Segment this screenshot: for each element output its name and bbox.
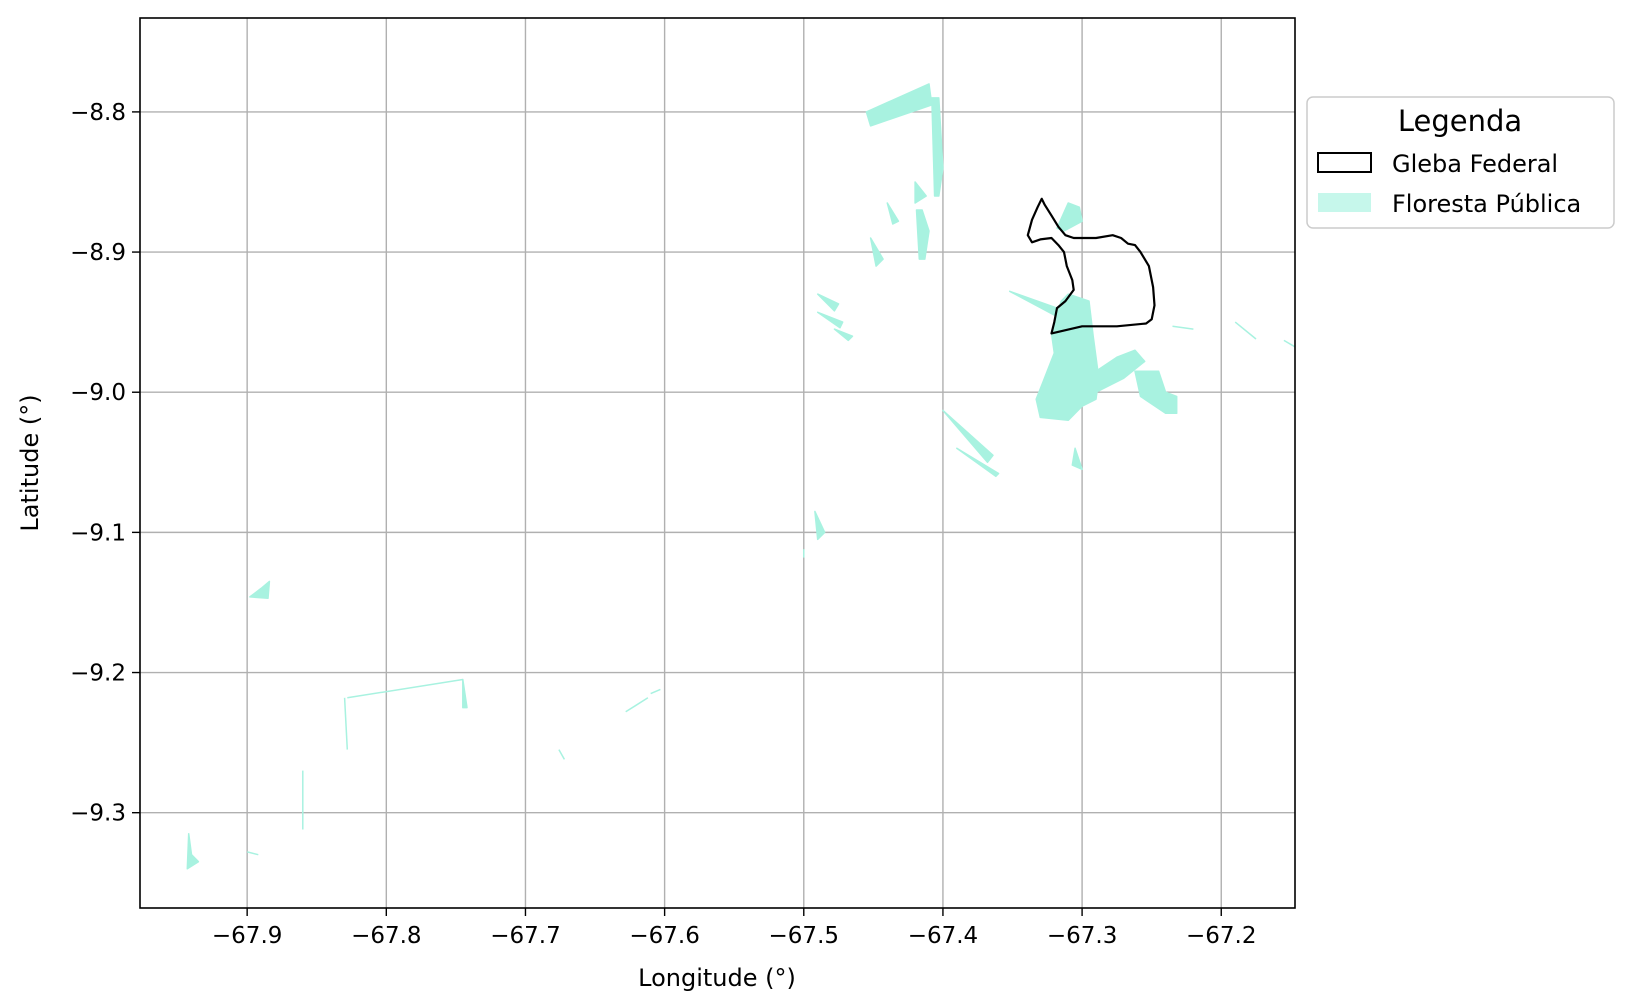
floresta-publica-strip [343,697,349,750]
x-tick-label: −67.3 [1047,923,1117,949]
floresta-publica-polygon [1134,370,1178,414]
legend-gleba-swatch [1317,152,1372,173]
x-tick-label: −67.7 [490,923,560,949]
floresta-publica-polygon [942,409,994,464]
gleba-federal-outline [1026,197,1156,335]
floresta-publica-polygon [186,832,200,870]
legend-gleba-label: Gleba Federal [1392,150,1558,178]
floresta-publica-polygon [915,209,930,260]
legend-box [1306,96,1615,229]
x-axis-label: Longitude (°) [638,964,796,992]
floresta-publica-strip [347,678,463,699]
floresta-publica-polygon [1071,447,1083,471]
legend-title: Legenda [1398,104,1522,138]
floresta-publica-polygon [1095,349,1146,393]
y-tick-label: −9.2 [70,661,126,687]
floresta-publica-polygon [914,181,927,204]
plot-frame [139,17,1296,909]
y-axis-ticks: −8.8 −8.9 −9.0 −9.1 −9.2 −9.3 [70,100,140,827]
floresta-publica-strip [1172,325,1194,330]
floresta-publica-polygon [956,447,1000,478]
grid-lines [140,18,1295,908]
legend: Legenda Gleba Federal Floresta Pública [1306,96,1615,229]
x-tick-label: −67.5 [769,923,839,949]
y-tick-label: −8.8 [70,100,126,126]
x-tick-label: −67.2 [1186,923,1256,949]
floresta-publica-polygon [249,580,271,600]
floresta-publica-polygon [816,293,840,312]
floresta-publica-strip [247,851,259,856]
floresta-publica-strip [1283,339,1295,348]
x-tick-label: −67.8 [351,923,421,949]
floresta-publica-polygon [816,311,844,329]
floresta-publica-polygon [814,510,826,541]
floresta-publica-polygon [833,328,854,342]
x-tick-label: −67.4 [908,923,978,949]
floresta-publica-polygon [886,202,900,225]
floresta-publica-strip [1234,321,1257,340]
gleba-federal-layer [1026,197,1156,335]
x-axis-ticks: −67.9 −67.8 −67.7 −67.6 −67.5 −67.4 −67.3 −67.2 [212,908,1256,949]
y-tick-label: −9.3 [70,801,126,827]
x-tick-label: −67.6 [629,923,699,949]
y-tick-label: −9.1 [70,520,126,546]
floresta-publica-strip [558,749,566,760]
y-axis-label: Latitude (°) [16,394,44,531]
legend-forest-label: Floresta Pública [1392,190,1581,218]
floresta-publica-polygon [462,678,468,709]
floresta-publica-strip [625,697,649,713]
floresta-publica-polygon [869,237,884,267]
x-tick-label: −67.9 [212,923,282,949]
y-tick-label: −9.0 [70,380,126,406]
floresta-publica-strip [650,688,661,695]
y-tick-label: −8.9 [70,240,126,266]
legend-forest-swatch [1318,193,1371,212]
floresta-publica-polygon [931,97,944,197]
